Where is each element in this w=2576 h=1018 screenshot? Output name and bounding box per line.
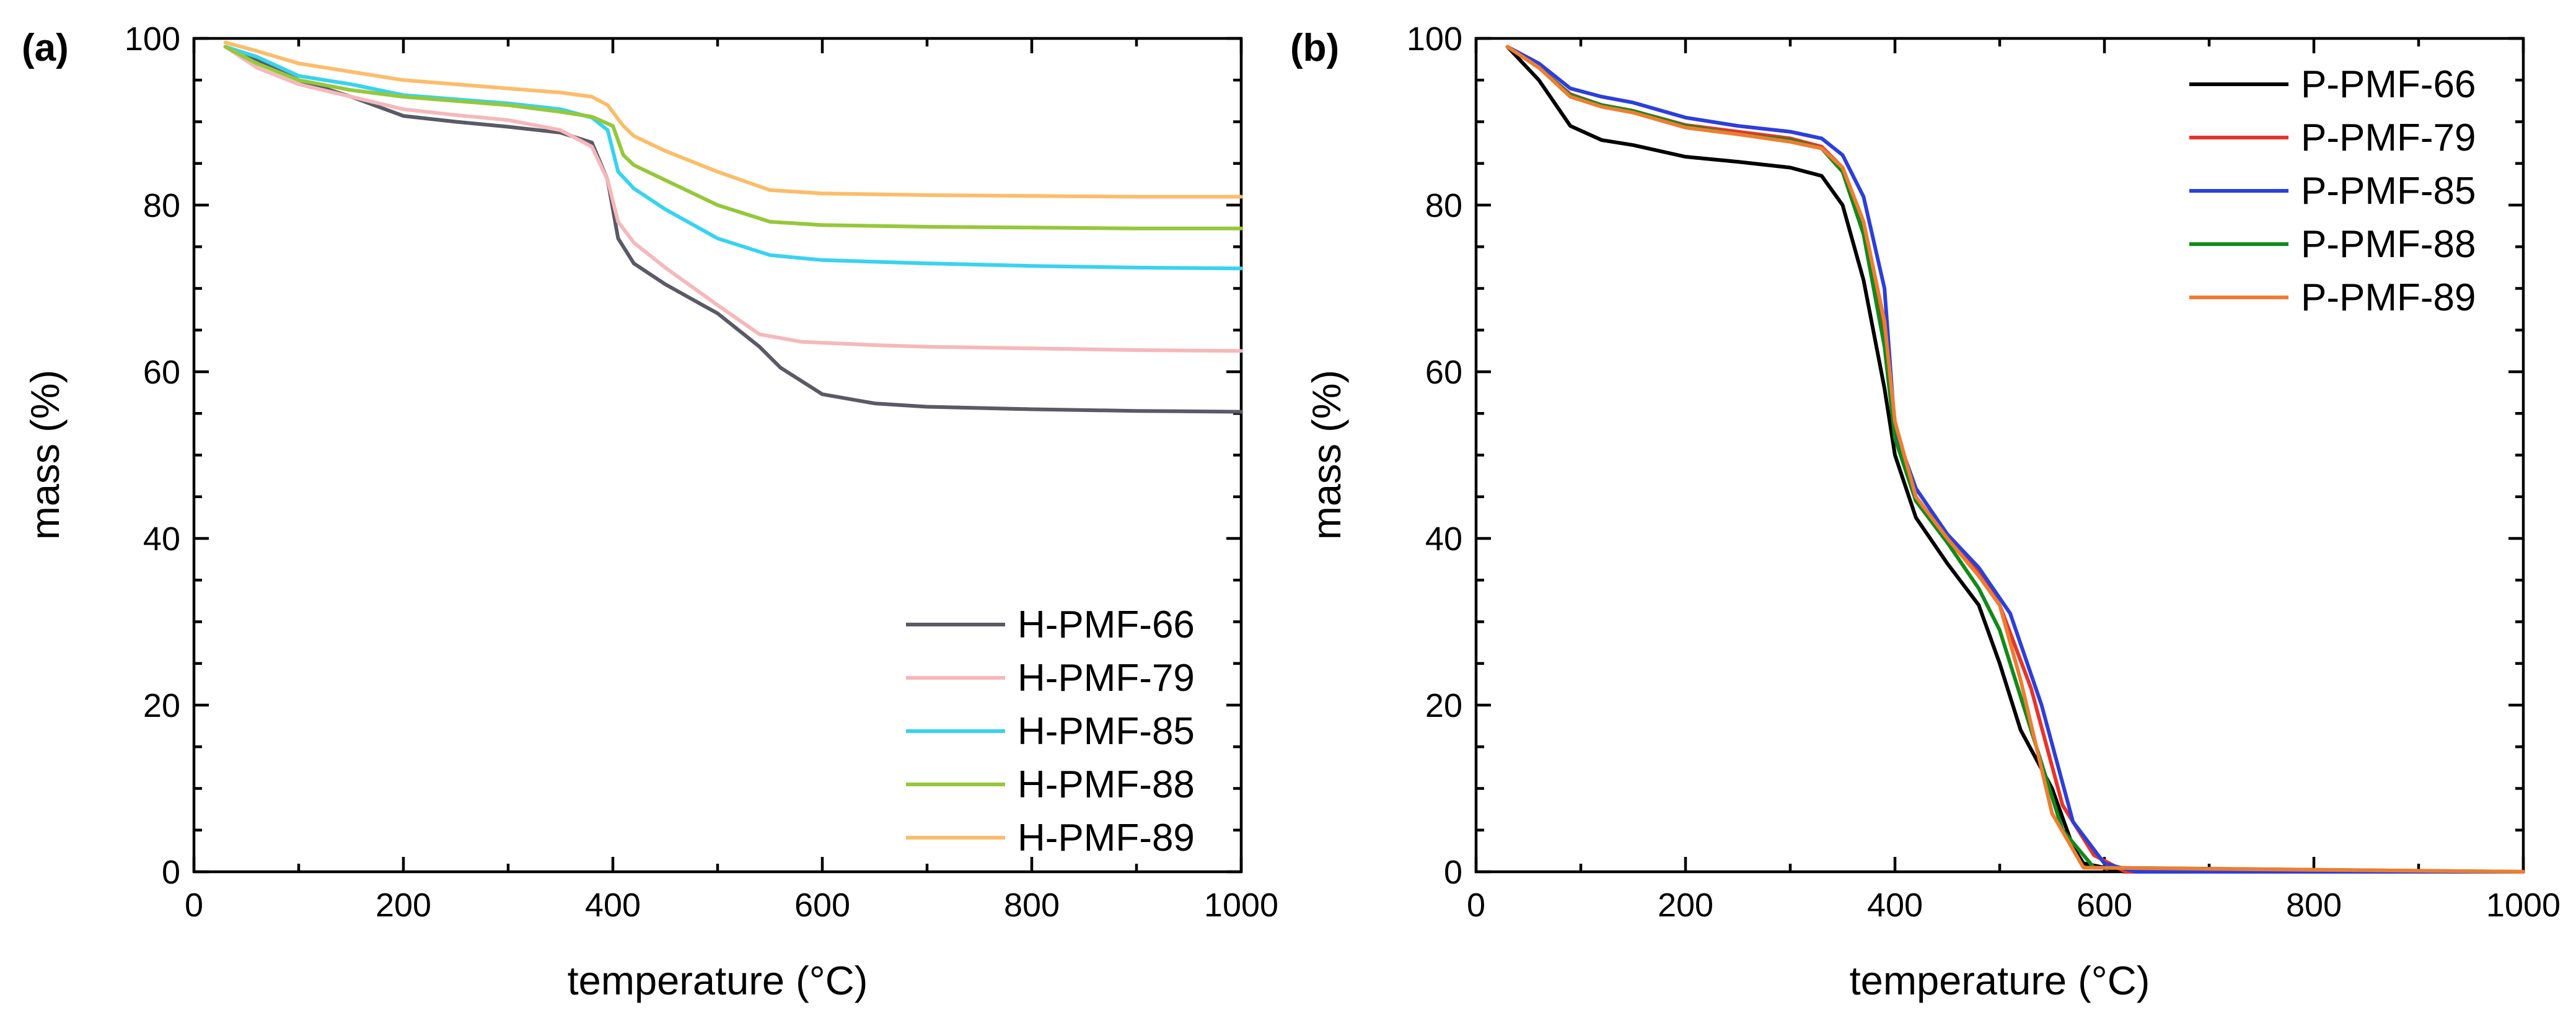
y-tick-label: 60 <box>143 354 180 391</box>
series-line-h-pmf-85 <box>223 45 1243 271</box>
plot-frame <box>1474 37 2525 874</box>
x-tick-labels: 0 200 400 600 800 1000 <box>1467 887 2561 924</box>
legend-label: H-PMF-88 <box>1018 763 1195 806</box>
x-tick-label: 1000 <box>2486 887 2561 924</box>
y-tick-label: 20 <box>143 687 180 724</box>
x-tick-label: 200 <box>376 887 431 924</box>
y-tick-label: 80 <box>1425 187 1462 224</box>
y-tick-labels: 0 20 40 60 80 100 <box>125 20 180 891</box>
legend-label: P-PMF-85 <box>2301 170 2476 213</box>
series-line-h-pmf-89 <box>223 40 1243 199</box>
x-tick-label: 0 <box>1467 887 1485 924</box>
y-tick-labels: 0 20 40 60 80 100 <box>1407 20 1462 891</box>
series-line-h-pmf-79 <box>223 45 1243 353</box>
x-tick-label: 400 <box>1867 887 1923 924</box>
y-tick-label: 100 <box>125 20 180 58</box>
legend-label: P-PMF-66 <box>2301 63 2476 106</box>
panel-label: (a) <box>22 27 69 69</box>
legend-label: H-PMF-85 <box>1018 710 1195 753</box>
y-tick-label: 0 <box>1444 854 1462 891</box>
x-tick-label: 600 <box>794 887 850 924</box>
x-tick-label: 0 <box>185 887 203 924</box>
legend-label: P-PMF-79 <box>2301 116 2476 159</box>
legend-label: P-PMF-88 <box>2301 223 2476 266</box>
series-lines <box>1505 45 2525 874</box>
y-tick-label: 20 <box>1425 687 1462 724</box>
x-tick-labels: 0 200 400 600 800 1000 <box>185 887 1278 924</box>
axis-ticks <box>1474 37 2525 874</box>
y-tick-label: 40 <box>143 520 180 558</box>
legend-label: P-PMF-89 <box>2301 276 2476 319</box>
x-tick-label: 600 <box>2077 887 2132 924</box>
panel-b: (b) 0 200 400 600 800 1000 0 20 40 60 80… <box>1290 20 2561 1003</box>
legend-label: H-PMF-89 <box>1018 817 1195 859</box>
y-axis-title: mass (%) <box>22 370 68 540</box>
x-tick-label: 1000 <box>1204 887 1278 924</box>
x-tick-label: 800 <box>1004 887 1060 924</box>
y-tick-label: 100 <box>1407 20 1462 58</box>
series-line-h-pmf-88 <box>223 45 1243 230</box>
x-axis-title: temperature (°C) <box>1850 958 2150 1003</box>
y-tick-label: 80 <box>143 187 180 224</box>
y-tick-label: 0 <box>162 854 180 891</box>
legend-label: H-PMF-79 <box>1018 657 1195 700</box>
series-line-h-pmf-66 <box>223 45 1243 414</box>
y-tick-label: 60 <box>1425 354 1462 391</box>
panel-label: (b) <box>1290 27 1339 69</box>
legend: H-PMF-66 H-PMF-79 H-PMF-85 H-PMF-88 H-PM… <box>906 603 1195 859</box>
series-line-p-pmf-85 <box>1505 45 2525 874</box>
y-tick-label: 40 <box>1425 520 1462 558</box>
x-axis-title: temperature (°C) <box>568 958 868 1003</box>
series-line-p-pmf-89 <box>1505 45 2525 874</box>
x-tick-label: 800 <box>2286 887 2342 924</box>
y-axis-title: mass (%) <box>1304 370 1349 540</box>
panel-a: (a) 0 200 400 600 800 1000 0 20 40 60 80… <box>22 20 1278 1003</box>
x-tick-label: 200 <box>1658 887 1713 924</box>
legend-label: H-PMF-66 <box>1018 603 1195 646</box>
axis-ticks <box>192 37 1243 874</box>
series-line-p-pmf-66 <box>1505 45 2525 874</box>
series-lines <box>223 40 1243 414</box>
legend: P-PMF-66 P-PMF-79 P-PMF-85 P-PMF-88 P-PM… <box>2189 63 2476 319</box>
x-tick-label: 400 <box>585 887 641 924</box>
